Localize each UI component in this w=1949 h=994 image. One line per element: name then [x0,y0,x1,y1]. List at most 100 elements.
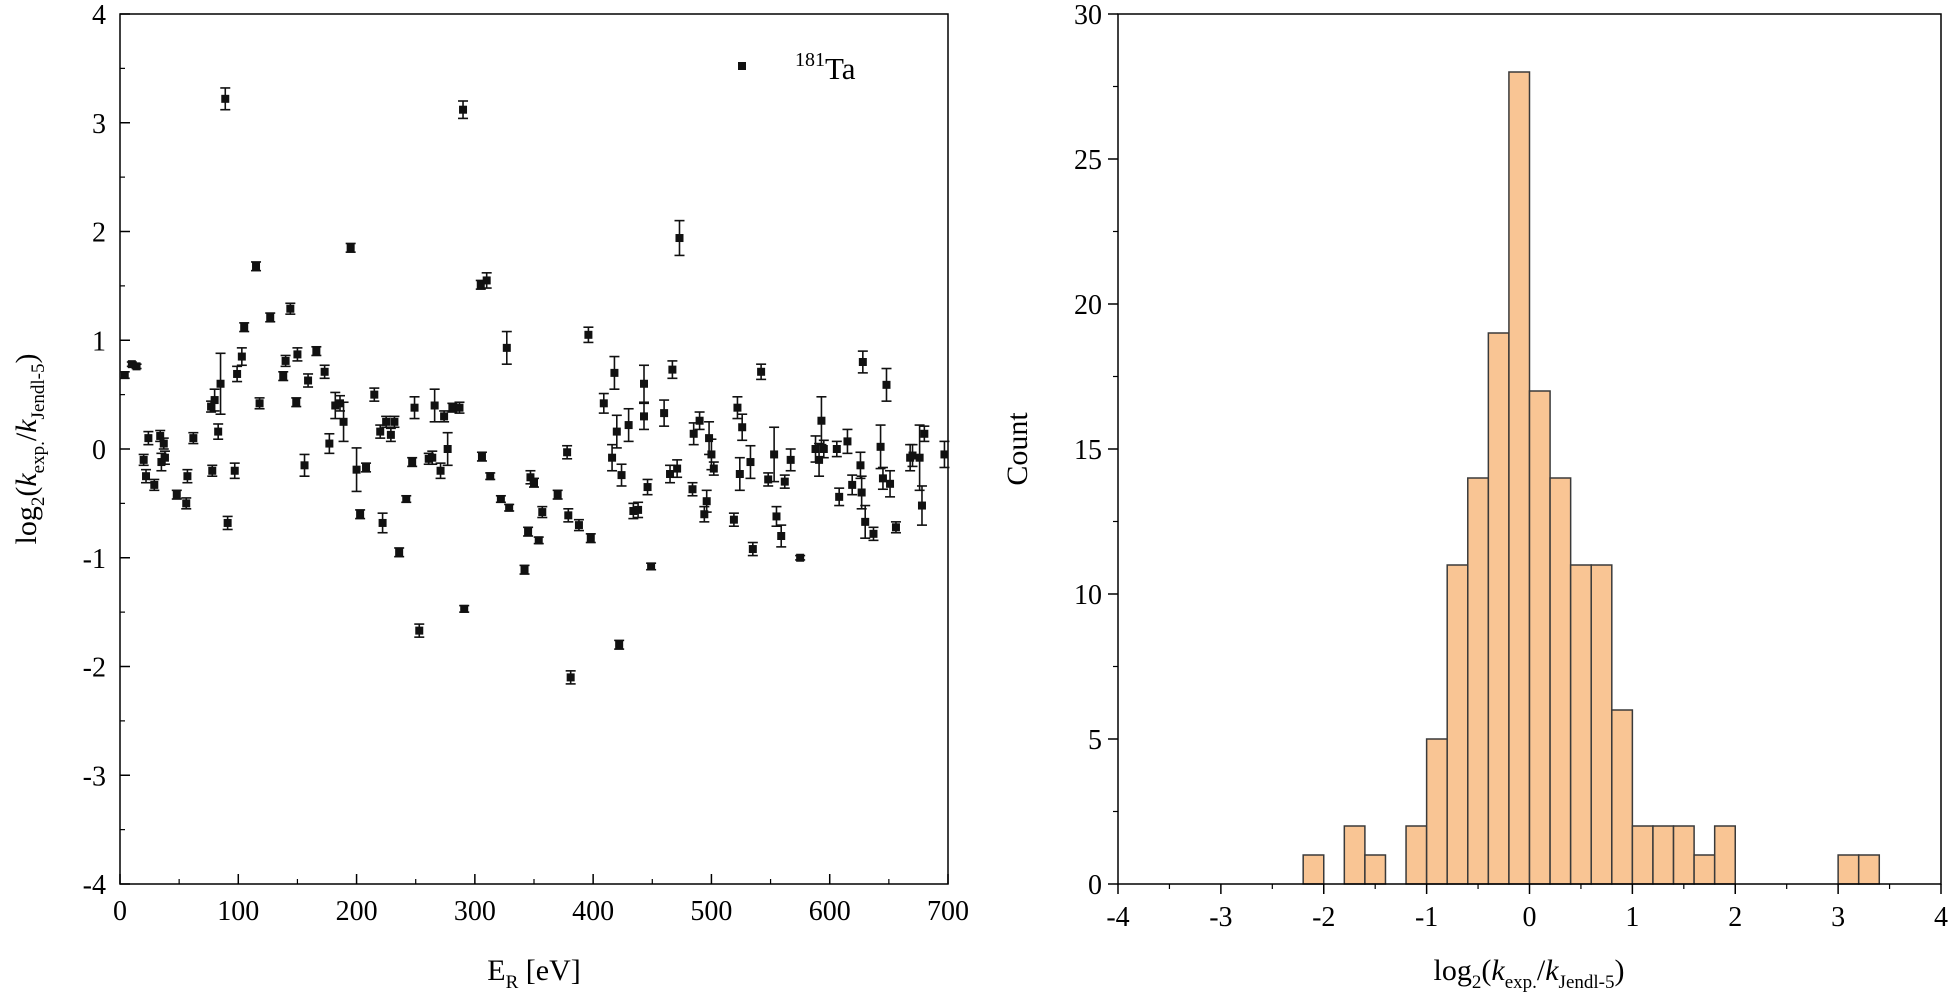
marker [624,421,633,430]
histogram-bar [1302,854,1325,885]
y-tick-label: 20 [1074,290,1102,321]
data-point [687,481,698,497]
data-point [381,415,392,429]
marker [530,478,538,487]
histogram-bar [1652,825,1675,885]
data-point [429,388,440,423]
data-point [916,485,927,526]
data-point [361,462,372,473]
marker [408,458,417,467]
marker [702,497,711,506]
data-point [213,423,224,441]
marker [132,362,141,371]
marker [502,343,511,352]
marker [356,510,365,519]
data-point [355,509,366,520]
data-point [868,526,879,542]
data-point [143,430,154,446]
marker [520,565,529,574]
scatter-ticks: 0 100 200 300 400 500 600 700 -4 -3 -2 -1 0 1 2 3 4 [83,0,969,927]
marker [150,480,159,489]
marker [735,470,744,479]
data-point [427,450,438,466]
marker [300,461,309,470]
data-point [533,536,544,545]
marker [707,450,716,459]
data-point [265,312,276,323]
data-point [565,670,576,685]
histogram-x-axis-label: log2(kexp./kJendl-5) [1434,954,1625,993]
marker [738,423,747,432]
marker [157,458,166,467]
marker [666,470,675,479]
marker [586,534,595,543]
legend-element: Ta [825,51,856,86]
marker [266,313,275,322]
marker [331,401,340,410]
marker [255,399,264,408]
data-point [278,370,289,382]
y-tick-label: 15 [1074,435,1102,466]
data-point [607,443,618,472]
histogram-panel: -4 -3 -2 -1 0 1 2 3 4 0 5 10 15 20 25 30 log2(kexp./kJe… [1001,0,1948,993]
data-point [239,322,250,333]
data-point [351,447,362,493]
data-point [141,468,152,484]
data-point [138,453,149,467]
data-point [476,451,487,462]
y-tick-label: 5 [1088,725,1102,756]
marker [448,403,457,412]
data-point [537,505,548,519]
data-point [529,477,539,488]
marker [920,429,929,438]
y-tick-label: 4 [92,0,106,31]
data-point [701,489,712,513]
data-point [495,494,506,504]
marker [553,490,562,499]
marker [443,445,452,453]
data-point [299,453,310,477]
marker [643,483,652,492]
data-point [573,518,584,532]
data-point [732,395,743,420]
marker [214,427,223,436]
marker [460,604,469,613]
histogram-bar [1837,854,1860,885]
marker [835,492,844,501]
y-tick-label: 25 [1074,145,1102,176]
marker [207,402,216,411]
data-point [623,407,634,443]
data-point [856,475,867,510]
x-tick-label: 700 [927,896,969,927]
marker [617,471,626,480]
histogram-bar [1508,71,1531,885]
marker [156,431,165,440]
scatter-points [119,62,950,685]
data-point [614,639,625,650]
marker [534,536,543,545]
marker [160,453,169,462]
legend-isotope-mass: 181 [795,49,825,71]
legend-marker [738,62,746,70]
y-tick-label: -3 [83,761,106,792]
marker [634,505,643,514]
data-point [232,365,243,383]
marker [709,464,718,473]
marker [386,430,395,439]
data-point [188,431,199,445]
data-point [319,364,330,380]
marker [857,488,866,497]
marker [339,417,348,426]
data-point [409,395,420,420]
marker [378,518,387,527]
histogram-ticks: -4 -3 -2 -1 0 1 2 3 4 0 5 10 15 20 25 30 [1074,0,1948,933]
marker [139,455,148,464]
marker [848,480,857,489]
marker [876,442,885,451]
data-point [737,413,748,442]
histogram-bar [1549,477,1572,885]
x-tick-label: 300 [454,896,496,927]
data-point [159,450,170,466]
histogram-bars [1302,71,1881,885]
